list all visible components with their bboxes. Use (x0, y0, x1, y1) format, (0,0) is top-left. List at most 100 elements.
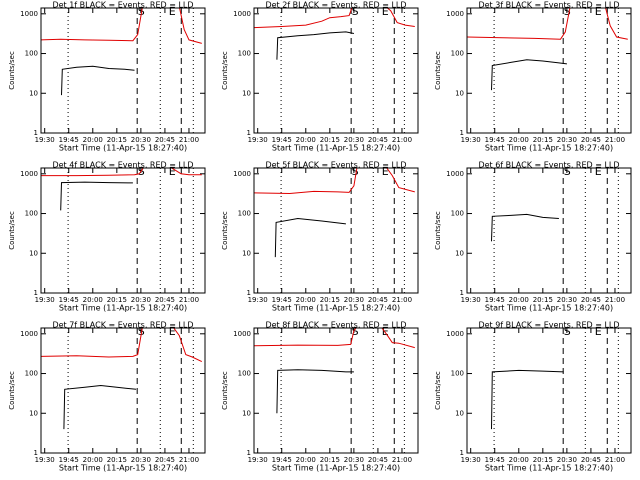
x-tick-label: 20:45 (581, 456, 601, 464)
y-tick-label: 1000 (446, 170, 464, 178)
x-tick-label: 20:30 (557, 456, 577, 464)
y-tick-label: 100 (238, 370, 251, 378)
x-tick-label: 20:15 (107, 136, 127, 144)
y-axis-label: Counts/sec (434, 51, 442, 90)
panel-title: Det 7f BLACK = Events, RED = LLD (52, 321, 193, 330)
x-tick-label: 20:15 (533, 296, 553, 304)
x-tick-label: 20:45 (155, 136, 175, 144)
x-tick-label: 19:30 (461, 136, 481, 144)
x-tick-label: 21:00 (392, 296, 412, 304)
y-tick-label: 10 (29, 89, 38, 97)
x-tick-label: 20:15 (533, 456, 553, 464)
panel: Det 3f BLACK = Events, RED = LLD Start Ti… (434, 1, 632, 153)
y-tick-label: 10 (29, 409, 38, 417)
y-tick-label: 100 (25, 210, 38, 218)
y-tick-label: 1 (460, 129, 464, 137)
plot-frame (466, 7, 632, 134)
x-tick-label: 20:15 (320, 136, 340, 144)
marker-label: S (352, 165, 359, 178)
x-tick-label: 20:30 (131, 456, 151, 464)
y-tick-label: 1000 (446, 10, 464, 18)
marker-label: S (352, 325, 359, 338)
y-tick-label: 1000 (20, 330, 38, 338)
panel: Det 2f BLACK = Events, RED = LLD Start Ti… (221, 1, 419, 153)
x-tick-label: 19:45 (59, 456, 79, 464)
marker-label: E (595, 5, 602, 18)
y-tick-label: 1000 (20, 10, 38, 18)
x-tick-label: 20:45 (581, 136, 601, 144)
series-line (63, 384, 137, 430)
panel: Det 5f BLACK = Events, RED = LLD Start Ti… (221, 161, 419, 313)
x-tick-label: 20:45 (155, 296, 175, 304)
x-tick-label: 19:30 (35, 296, 55, 304)
y-tick-label: 1000 (446, 330, 464, 338)
x-axis-label: Start Time (11-Apr-15 18:27:40) (272, 464, 400, 473)
x-tick-label: 19:45 (485, 296, 505, 304)
x-tick-label: 20:00 (296, 296, 316, 304)
x-tick-label: 19:30 (461, 456, 481, 464)
x-tick-label: 20:45 (581, 296, 601, 304)
series-line (41, 168, 202, 177)
x-tick-label: 19:30 (35, 136, 55, 144)
series-line (60, 181, 133, 211)
x-tick-label: 20:00 (296, 136, 316, 144)
x-tick-label: 20:30 (344, 136, 364, 144)
plot-frame (40, 327, 206, 454)
x-axis-label: Start Time (11-Apr-15 18:27:40) (59, 144, 187, 153)
x-axis-label: Start Time (11-Apr-15 18:27:40) (59, 304, 187, 313)
y-tick-label: 10 (242, 409, 251, 417)
x-tick-label: 20:15 (320, 456, 340, 464)
y-tick-label: 10 (242, 249, 251, 257)
x-tick-label: 20:30 (344, 456, 364, 464)
x-tick-label: 20:00 (83, 296, 103, 304)
y-tick-label: 10 (455, 249, 464, 257)
x-tick-label: 19:45 (272, 296, 292, 304)
y-tick-label: 1 (247, 129, 251, 137)
plot-frame (40, 167, 206, 294)
x-tick-label: 20:00 (83, 136, 103, 144)
y-axis-label: Counts/sec (434, 211, 442, 250)
marker-label: S (352, 5, 359, 18)
x-tick-label: 21:00 (392, 456, 412, 464)
marker-label: E (382, 325, 389, 338)
marker-label: E (169, 165, 176, 178)
x-tick-label: 20:00 (509, 296, 529, 304)
x-tick-label: 20:15 (533, 136, 553, 144)
marker-label: E (382, 5, 389, 18)
x-axis-label: Start Time (11-Apr-15 18:27:40) (485, 304, 613, 313)
y-tick-label: 1 (247, 289, 251, 297)
series-line (491, 59, 567, 91)
x-tick-label: 19:45 (59, 136, 79, 144)
x-tick-label: 20:00 (509, 136, 529, 144)
x-tick-label: 20:45 (155, 456, 175, 464)
x-tick-label: 20:00 (509, 456, 529, 464)
y-axis-label: Counts/sec (221, 51, 229, 90)
x-tick-label: 20:30 (131, 136, 151, 144)
y-tick-label: 1 (34, 129, 38, 137)
x-axis-label: Start Time (11-Apr-15 18:27:40) (59, 464, 187, 473)
panel: Det 1f BLACK = Events, RED = LLD Start Ti… (8, 1, 206, 153)
x-axis-label: Start Time (11-Apr-15 18:27:40) (272, 144, 400, 153)
marker-label: E (595, 325, 602, 338)
marker-label: S (564, 325, 571, 338)
x-tick-label: 20:15 (107, 456, 127, 464)
x-tick-label: 20:15 (320, 296, 340, 304)
panel-title: Det 9f BLACK = Events, RED = LLD (478, 321, 619, 330)
y-axis-label: Counts/sec (8, 211, 16, 250)
series-line (254, 8, 415, 29)
y-tick-label: 10 (242, 89, 251, 97)
x-tick-label: 21:00 (605, 456, 625, 464)
y-tick-label: 1 (247, 449, 251, 457)
series-line (276, 31, 354, 60)
x-tick-label: 20:45 (368, 136, 388, 144)
y-tick-label: 100 (25, 370, 38, 378)
plot-frame (466, 327, 632, 454)
panel: Det 7f BLACK = Events, RED = LLD Start Ti… (8, 321, 206, 473)
panel-title: Det 5f BLACK = Events, RED = LLD (265, 161, 406, 170)
series-line (254, 328, 415, 349)
x-tick-label: 20:45 (368, 296, 388, 304)
y-tick-label: 100 (451, 50, 464, 58)
x-tick-label: 19:30 (35, 456, 55, 464)
x-tick-label: 21:00 (605, 296, 625, 304)
marker-label: E (382, 165, 389, 178)
